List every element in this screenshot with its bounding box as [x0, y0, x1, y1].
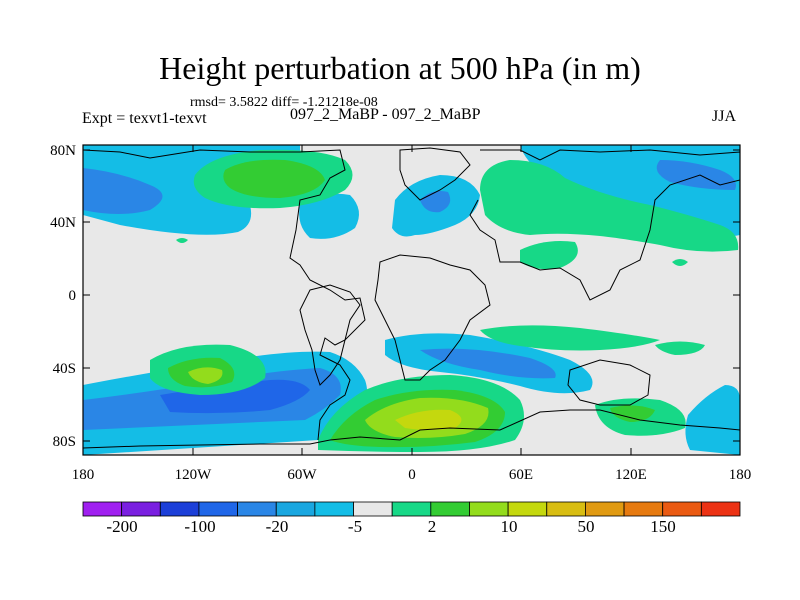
lon-tick-label: 180: [729, 467, 752, 483]
contour-fills: [83, 145, 740, 455]
contour-fill-eurasia-positive-b: [520, 241, 578, 270]
colorbar-label: 150: [650, 517, 676, 536]
colorbar-label: -100: [184, 517, 215, 536]
lon-tick-marks: [82, 145, 741, 455]
colorbar-swatch: [314, 501, 354, 517]
lat-tick-label: 80S: [53, 434, 76, 450]
contour-fill-south-negative-core: [160, 379, 310, 414]
experiment-label: Expt = texvt1-texvt: [82, 110, 207, 127]
coastline-greenland: [399, 147, 471, 201]
case-label: 097_2_MaBP - 097_2_MaBP: [290, 106, 481, 123]
colorbar-swatch: [391, 501, 432, 517]
coastline-north-america: [83, 149, 366, 441]
colorbar-label: -20: [266, 517, 289, 536]
contour-fill-small-positive-2: [672, 259, 688, 266]
lon-tick-label: 120W: [175, 467, 213, 483]
coastline-australia: [567, 359, 651, 406]
colorbar: [82, 501, 741, 517]
colorbar-swatch: [275, 501, 316, 517]
colorbar-swatch: [623, 501, 664, 517]
rmsd-diff-label: rmsd= 3.5822 diff= -1.21218e-08: [190, 95, 378, 110]
coastline-south-america: [299, 284, 361, 386]
colorbar-swatch: [121, 501, 161, 517]
colorbar-swatch: [585, 501, 625, 517]
colorbar-labels: -200 -100 -20 -5 2 10 50 150: [106, 517, 675, 536]
colorbar-label: 50: [578, 517, 595, 536]
lat-tick-label: 0: [69, 288, 77, 304]
contour-fill-upper-positive: [480, 325, 660, 351]
lon-tick-label: 120E: [615, 467, 647, 483]
colorbar-swatch: [430, 501, 470, 517]
contour-fill-sw-positive-core: [188, 367, 223, 384]
contour-fill-small-positive-1: [176, 238, 188, 243]
contour-fill-satl-positive-peak: [395, 409, 462, 430]
coastlines: [83, 147, 740, 449]
lon-tick-label: 60E: [509, 467, 533, 483]
coastline-africa: [374, 254, 491, 381]
colorbar-swatch: [662, 501, 702, 517]
colorbar-label: -200: [106, 517, 137, 536]
colorbar-swatch: [237, 501, 277, 517]
colorbar-label: 2: [428, 517, 437, 536]
contour-fill-nw-negative-inner: [83, 168, 163, 214]
lat-tick-label: 40N: [50, 215, 76, 231]
colorbar-swatch: [546, 501, 586, 517]
coastline-eurasia: [469, 149, 740, 301]
colorbar-swatch: [159, 501, 200, 517]
lat-tick-label: 80N: [50, 143, 76, 159]
contour-fill-npac-positive-inner: [223, 159, 325, 198]
season-label: JJA: [712, 108, 737, 125]
lat-tick-marks: [83, 149, 740, 442]
contour-fill-pacific-small: [299, 193, 359, 239]
contour-fill-se-negative: [685, 385, 740, 455]
lon-tick-label: 0: [408, 467, 416, 483]
coastline-antarctica: [83, 409, 740, 449]
colorbar-swatch: [469, 501, 509, 517]
contour-fill-east-positive-inner: [610, 405, 655, 422]
colorbar-swatch: [353, 501, 393, 517]
lon-tick-label: 180: [72, 467, 95, 483]
colorbar-label: 10: [501, 517, 518, 536]
contour-fill-small-positive-3: [655, 341, 705, 355]
colorbar-swatch: [700, 501, 741, 517]
contour-fill-eurasia-positive: [480, 160, 739, 252]
colorbar-swatch: [82, 501, 123, 517]
contour-fill-indian-negative-inner: [420, 348, 556, 379]
lon-tick-label: 60W: [287, 467, 317, 483]
plot-title: Height perturbation at 500 hPa (in m): [159, 50, 641, 86]
lat-tick-label: 40S: [53, 361, 76, 377]
colorbar-swatch: [507, 501, 548, 517]
colorbar-swatch: [198, 501, 238, 517]
colorbar-label: -5: [348, 517, 362, 536]
